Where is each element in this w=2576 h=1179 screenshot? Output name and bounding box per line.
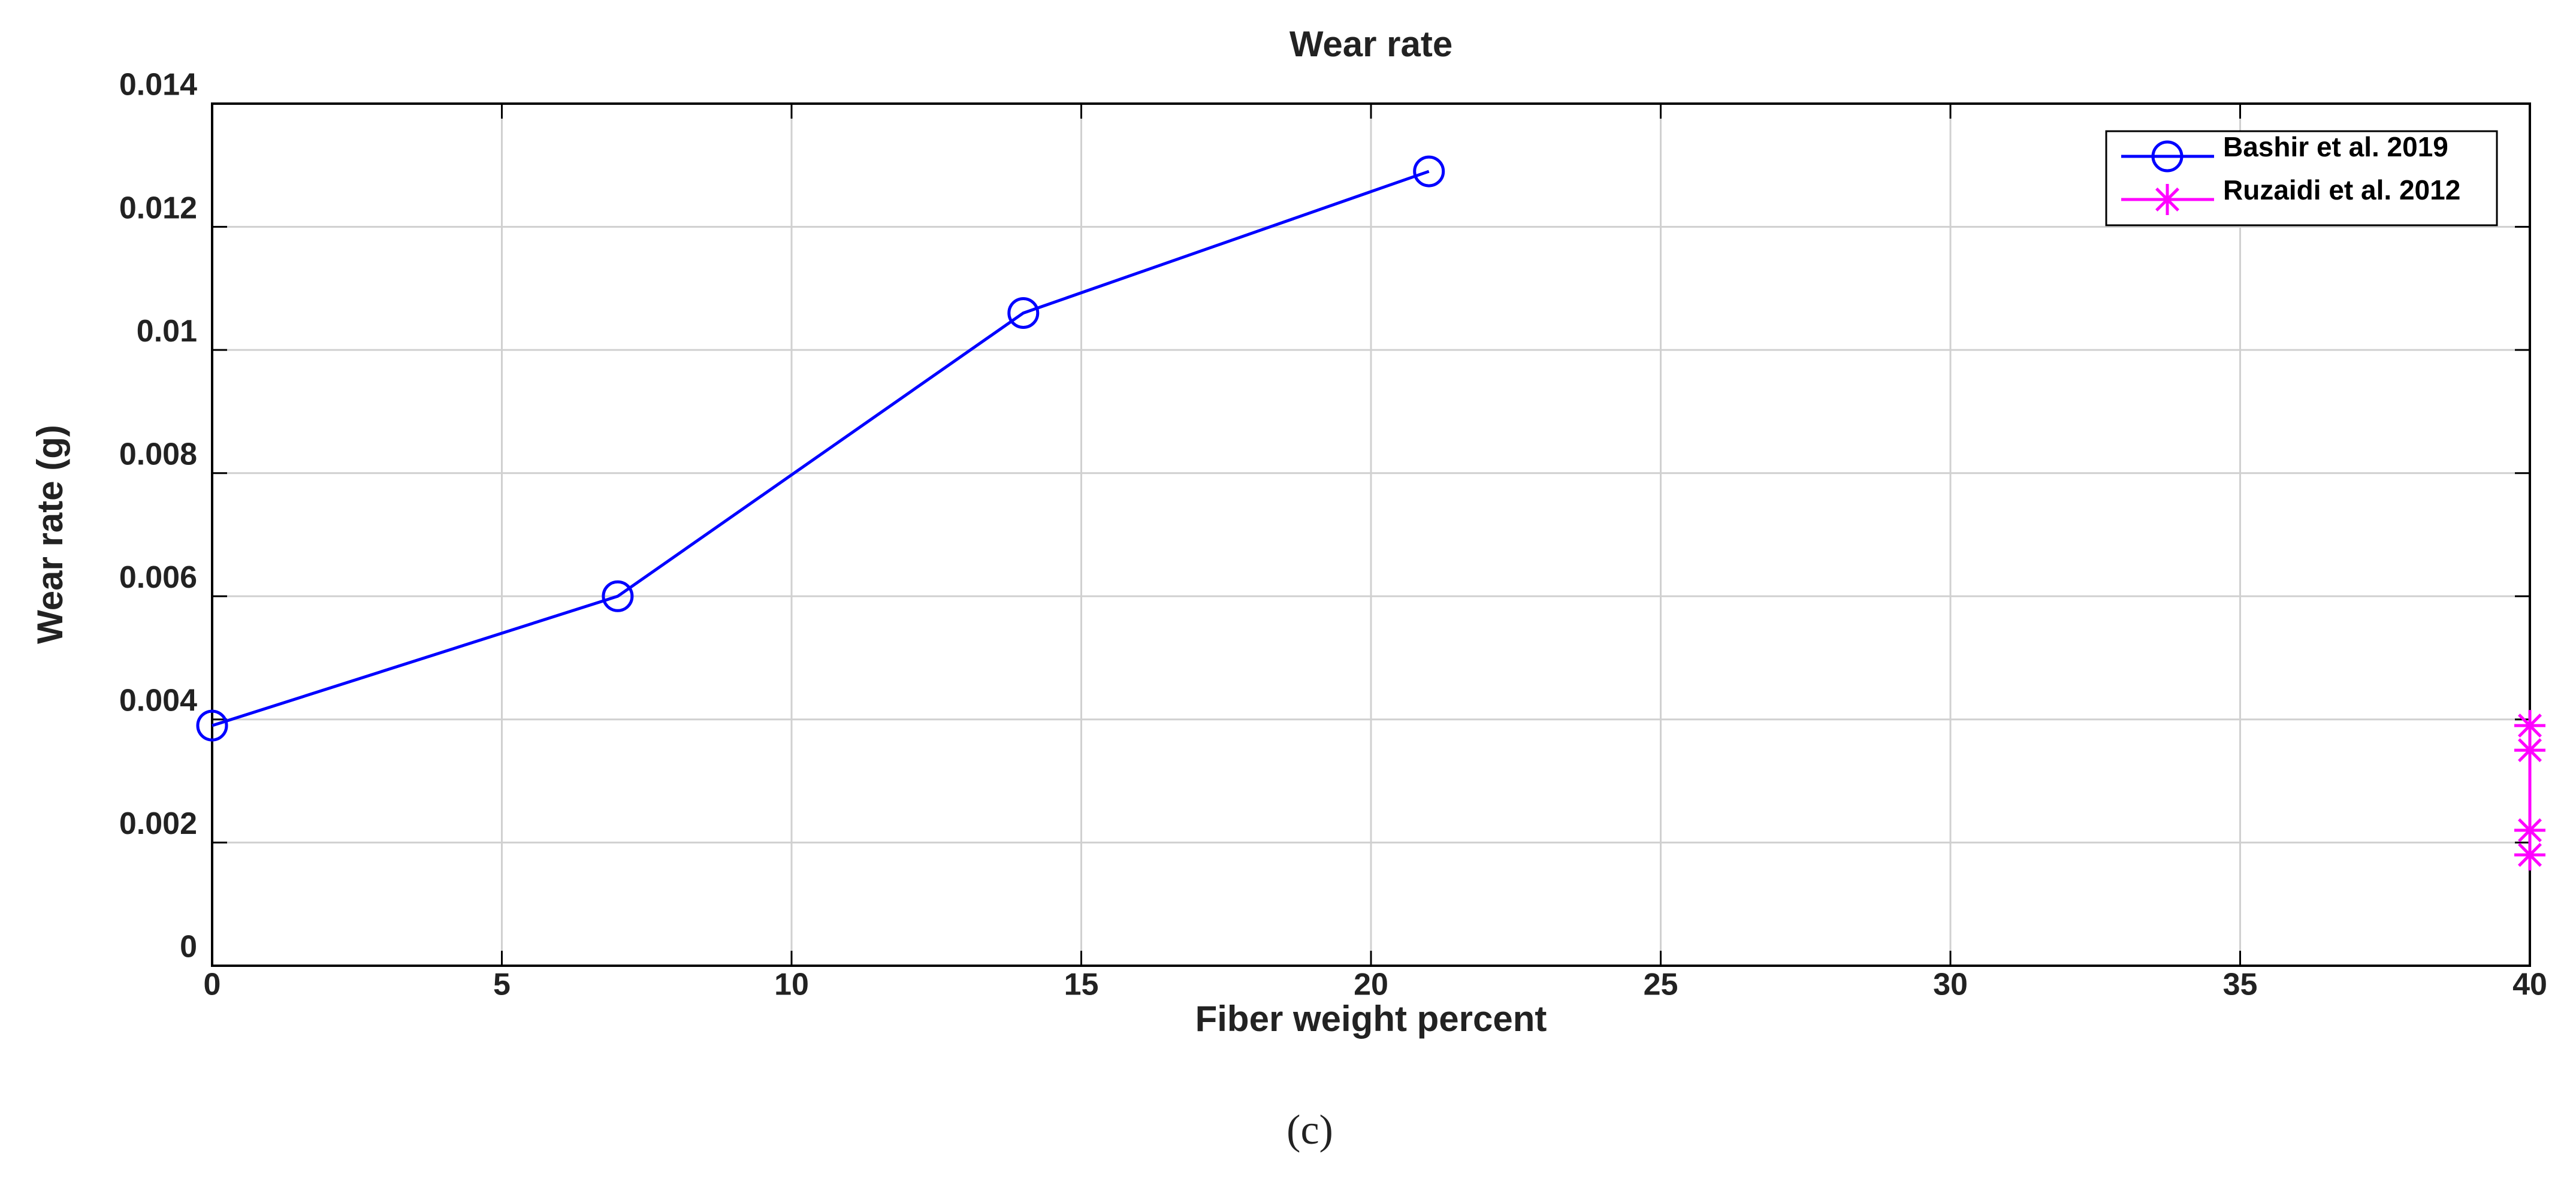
- x-tick-label: 10: [774, 968, 809, 1002]
- x-tick-label: 40: [2512, 968, 2547, 1002]
- y-tick-label: 0.006: [119, 560, 197, 595]
- y-tick-label: 0.002: [119, 806, 197, 841]
- y-tick-label: 0.008: [119, 437, 197, 471]
- x-tick-label: 15: [1064, 968, 1099, 1002]
- marker: [1413, 155, 1445, 188]
- y-tick-label: 0: [180, 930, 197, 965]
- y-tick-label: 0.014: [119, 68, 197, 102]
- chart-title: Wear rate: [1289, 24, 1452, 64]
- y-tick-label: 0.012: [119, 191, 197, 225]
- marker: [196, 709, 228, 742]
- x-tick-label: 0: [204, 968, 221, 1002]
- x-axis-label: Fiber weight percent: [1195, 999, 1547, 1039]
- x-tick-label: 25: [1644, 968, 1678, 1002]
- x-tick-label: 30: [1933, 968, 1968, 1002]
- y-axis-label: Wear rate (g): [30, 425, 70, 644]
- marker: [2514, 839, 2545, 870]
- plot-frame: [211, 102, 2531, 967]
- x-tick-label: 35: [2223, 968, 2258, 1002]
- y-tick-label: 0.01: [137, 314, 197, 349]
- legend-label: Ruzaidi et al. 2012: [2223, 174, 2460, 205]
- y-tick-label: 0.004: [119, 684, 197, 718]
- x-tick-label: 20: [1354, 968, 1388, 1002]
- series-line: [212, 170, 1430, 727]
- marker: [2514, 734, 2545, 766]
- marker: [602, 580, 634, 612]
- legend-label: Bashir et al. 2019: [2223, 131, 2448, 162]
- marker: [1007, 297, 1040, 329]
- marker: [2514, 814, 2545, 846]
- marker: [2152, 184, 2183, 215]
- legend-box: [2105, 130, 2498, 226]
- caption: (c): [1287, 1107, 1333, 1153]
- x-tick-label: 5: [493, 968, 511, 1002]
- marker: [2514, 710, 2545, 742]
- marker: [2151, 140, 2184, 173]
